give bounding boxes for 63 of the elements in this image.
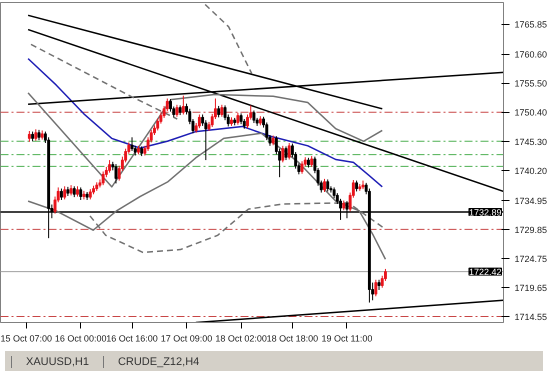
candlestick <box>284 146 288 161</box>
candlestick <box>70 184 73 196</box>
y-tick-label: 1740.20 <box>514 166 548 176</box>
candlestick <box>281 145 284 163</box>
candlestick <box>355 180 358 192</box>
candlestick <box>300 160 304 174</box>
y-tick-label: 1734.95 <box>514 196 548 206</box>
candlestick <box>63 186 66 200</box>
candlestick <box>323 178 326 192</box>
candlestick <box>374 279 378 297</box>
candlestick <box>258 116 262 126</box>
candlestick <box>114 164 118 184</box>
candlestick <box>288 142 291 160</box>
candlestick <box>236 112 240 126</box>
y-tick-label: 1765.85 <box>514 20 548 30</box>
candlestick <box>140 146 144 157</box>
ref-line-label: 1732.89 <box>468 207 502 218</box>
candlestick <box>217 105 220 118</box>
y-tick-label: 1745.30 <box>514 136 548 147</box>
x-tick-label: 15 Oct 07:00 <box>0 334 52 344</box>
candlestick <box>198 114 201 129</box>
x-tick-label: 19 Oct 11:00 <box>322 334 372 344</box>
candlestick <box>31 131 34 142</box>
candlestick <box>72 186 76 198</box>
candlestick <box>38 129 40 141</box>
text: CRUDE_Z12,H4 <box>102 356 214 368</box>
candlestick <box>175 104 178 118</box>
y-tick-label: 1750.40 <box>514 108 548 118</box>
text: XAUUSD,H1 <box>11 356 103 368</box>
y-tick-label: 1755.50 <box>514 78 548 89</box>
candlestick <box>130 136 134 152</box>
candlestick <box>40 130 44 140</box>
x-tick-label: 17 Oct 09:00 <box>160 334 212 344</box>
candlestick <box>220 104 224 118</box>
candlestick <box>310 156 314 168</box>
y-tick-label: 1724.75 <box>514 254 548 264</box>
candlestick <box>252 110 256 124</box>
y-tick-label: 1729.85 <box>514 224 548 235</box>
candlestick <box>28 130 31 142</box>
x-tick-label: 16 Oct 00:00 <box>54 334 106 344</box>
candlestick <box>88 188 92 200</box>
candlestick <box>66 186 70 196</box>
candlestick <box>60 188 63 200</box>
candlestick <box>108 160 112 174</box>
y-tick-label: 1760.60 <box>514 50 548 60</box>
candlestick <box>272 135 275 146</box>
candlestick <box>326 178 330 192</box>
candlestick <box>76 186 79 198</box>
candlestick <box>34 128 38 142</box>
x-tick-label: 16 Oct 16:00 <box>106 334 158 344</box>
x-tick-label: 18 Oct 18:00 <box>266 334 318 344</box>
candlestick <box>306 157 310 168</box>
y-tick-label: 1719.65 <box>514 282 548 293</box>
candlestick <box>182 95 185 115</box>
candlestick <box>342 200 346 211</box>
candlestick <box>240 112 243 125</box>
candlestick <box>102 170 105 186</box>
x-tick-label: 18 Oct 02:00 <box>215 334 267 344</box>
y-tick-label: 1714.55 <box>514 312 548 322</box>
ref-line-label: 1722.42 <box>468 267 502 278</box>
candlestick <box>79 186 82 200</box>
candlestick <box>378 279 380 291</box>
candlestick <box>178 104 182 116</box>
